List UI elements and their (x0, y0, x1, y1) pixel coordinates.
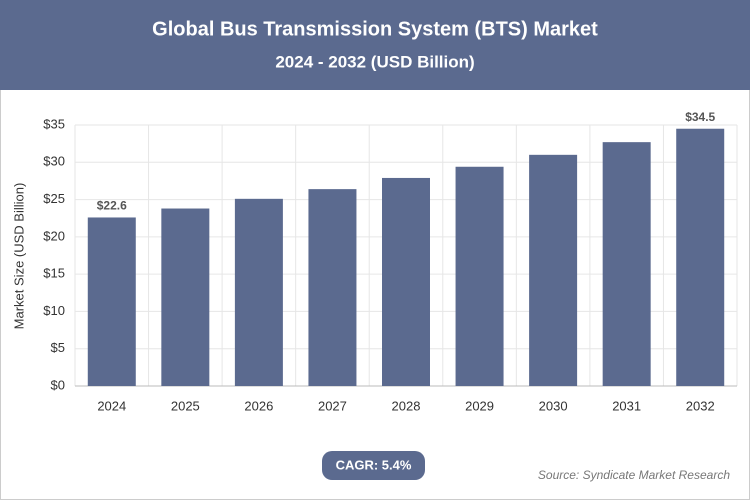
y-tick-label: $10 (43, 303, 65, 318)
cagr-badge (322, 451, 425, 480)
value-label: $22.6 (97, 199, 127, 213)
y-tick-label: $35 (43, 116, 65, 131)
cagr-text: CAGR: 5.4% (336, 457, 412, 472)
y-tick-label: $30 (43, 154, 65, 169)
y-axis-label: Market Size (USD Billion) (11, 183, 26, 330)
y-tick-label: $15 (43, 266, 65, 281)
bar (529, 154, 578, 386)
value-label: $34.5 (685, 110, 715, 124)
bar (234, 198, 283, 386)
bar (455, 166, 504, 386)
y-tick-label: $20 (43, 228, 65, 243)
x-tick-label: 2025 (171, 398, 200, 413)
bar (602, 142, 651, 386)
x-tick-label: 2028 (392, 398, 421, 413)
x-tick-label: 2029 (465, 398, 494, 413)
chart-title: Global Bus Transmission System (BTS) Mar… (152, 18, 598, 40)
bar (676, 128, 725, 386)
x-tick-label: 2031 (612, 398, 641, 413)
header-band (0, 0, 750, 90)
x-tick-label: 2032 (686, 398, 715, 413)
x-tick-label: 2024 (97, 398, 126, 413)
x-tick-label: 2030 (539, 398, 568, 413)
bar (382, 177, 430, 386)
y-tick-label: $25 (43, 191, 65, 206)
y-tick-label: $5 (51, 340, 65, 355)
bar (308, 189, 357, 386)
y-tick-label: $0 (51, 377, 65, 392)
chart-subtitle: 2024 - 2032 (USD Billion) (275, 52, 474, 71)
source-note: Source: Syndicate Market Research (538, 468, 730, 482)
x-tick-label: 2027 (318, 398, 347, 413)
x-tick-label: 2026 (244, 398, 273, 413)
bar (87, 217, 136, 386)
bar (161, 208, 210, 386)
